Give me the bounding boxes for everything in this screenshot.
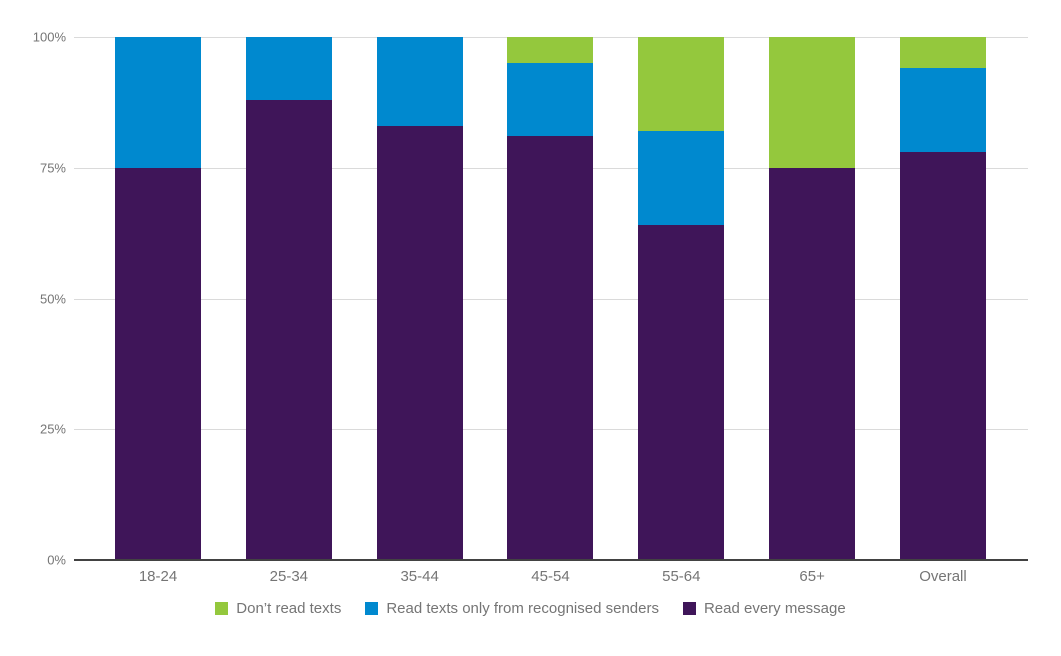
bar-segment	[899, 152, 986, 560]
x-axis-category-label: 18-24	[138, 568, 178, 585]
bar-segment	[376, 37, 463, 126]
bar-segment	[245, 99, 332, 560]
legend-item: Read every message	[682, 600, 846, 617]
bar-segment	[769, 37, 856, 168]
x-axis-category-label: 25-34	[269, 568, 309, 585]
bar-segment	[638, 225, 725, 560]
legend-swatch	[365, 602, 379, 615]
plot-area: 0% 25% 50% 75% 100% 18-24 25-34 35-44 45-54 55-64…	[33, 31, 1028, 585]
bar-segment	[899, 37, 986, 69]
y-axis-tick-label: 75%	[39, 160, 66, 176]
bar-segment	[507, 37, 594, 64]
bar-segment	[899, 68, 986, 153]
legend-swatch	[215, 602, 229, 615]
bar-column-25-34	[245, 37, 332, 560]
bar-column-65-	[769, 37, 856, 560]
x-axis-line	[74, 559, 1028, 561]
bar-segment	[638, 131, 725, 226]
legend-item: Don’t read texts	[215, 600, 341, 617]
y-axis-tick-label: 100%	[32, 29, 66, 45]
legend-label: Read every message	[703, 600, 846, 617]
bar-column-18-24	[115, 37, 201, 560]
legend-swatch	[682, 602, 696, 615]
x-axis-category-label: 45-54	[531, 568, 570, 585]
bar-segment	[376, 125, 463, 560]
legend-item: Read texts only from recognised senders	[365, 600, 659, 617]
bar-column-35-44	[376, 37, 463, 560]
bar-segment	[769, 167, 856, 560]
y-axis-tick-label: 25%	[39, 421, 66, 437]
x-axis-category-label: 65+	[799, 568, 825, 585]
legend-label: Read texts only from recognised senders	[386, 600, 659, 617]
bar-segment	[507, 63, 594, 137]
bar-segment	[638, 37, 725, 132]
bar-segment	[115, 167, 201, 560]
bar-column-overall	[899, 37, 986, 560]
legend: Don’t read texts Read texts only from rec…	[0, 600, 1061, 617]
y-axis-tick-label: 50%	[39, 291, 66, 306]
bar-segment	[115, 37, 201, 168]
x-axis-category-label: 55-64	[662, 568, 701, 585]
legend-label: Don’t read texts	[236, 600, 342, 617]
bar-segment	[507, 136, 594, 560]
bar-column-55-64	[638, 37, 725, 560]
x-axis-category-label: Overall	[919, 568, 967, 585]
y-axis-tick-label: 0%	[47, 552, 66, 568]
x-axis-category-label: 35-44	[400, 568, 439, 585]
bar-column-45-54	[507, 37, 594, 560]
bar-segment	[245, 37, 332, 100]
